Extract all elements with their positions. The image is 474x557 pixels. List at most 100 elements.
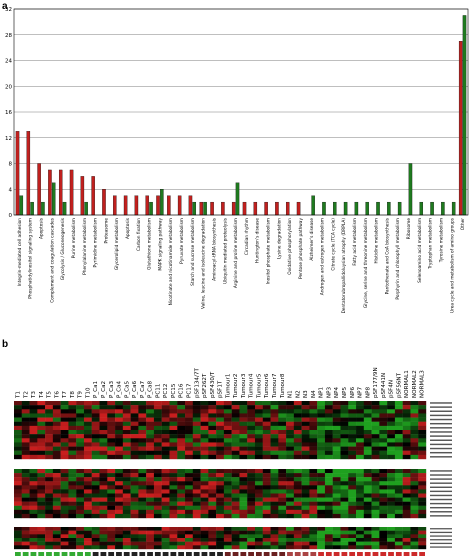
heatmap-cell: [99, 545, 108, 550]
heatmap-cell: [262, 438, 271, 443]
heatmap-cell: [363, 541, 372, 546]
heatmap-cell: [169, 545, 178, 550]
heatmap-cell: [216, 534, 225, 539]
heatmap-cell: [107, 417, 116, 422]
heatmap-cell: [177, 473, 186, 478]
heatmap-cell: [146, 489, 155, 494]
heatmap-cell: [122, 469, 131, 474]
heatmap-cell: [177, 425, 186, 431]
heatmap-cell: [138, 425, 147, 431]
heatmap-cell: [45, 413, 54, 418]
category-label: Glycine, serine and threonine metabolism: [363, 218, 369, 308]
heatmap-cell: [99, 505, 108, 511]
heatmap-cell: [107, 454, 116, 460]
heatmap-cell: [161, 485, 170, 490]
heatmap-cell: [348, 505, 357, 511]
heatmap-cell: [340, 527, 349, 531]
heatmap-cell: [309, 417, 318, 422]
heatmap-cell: [262, 481, 271, 486]
heatmap-cell: [356, 513, 365, 519]
heatmap-cell: [91, 489, 100, 494]
heatmap-cell: [107, 413, 116, 418]
heatmap-cell: [14, 405, 22, 410]
heatmap-cell: [317, 417, 326, 422]
heatmap-cell: [418, 530, 427, 535]
bar-red: [221, 201, 225, 216]
sample-class-marker: [364, 552, 371, 556]
heatmap-cell: [270, 477, 279, 482]
heatmap-cell: [60, 446, 69, 451]
heatmap-cell: [278, 425, 287, 431]
heatmap-cell: [177, 497, 186, 502]
heatmap-cell: [68, 538, 77, 542]
heatmap-cell: [60, 534, 69, 539]
heatmap-cell: [45, 501, 54, 506]
heatmap-cell: [60, 469, 69, 474]
sample-class-marker: [154, 552, 161, 556]
heatmap-cell: [270, 497, 279, 502]
heatmap-cell: [239, 513, 248, 519]
row-label-mark: [430, 439, 452, 441]
heatmap-cell: [60, 489, 69, 494]
row-label-mark: [430, 431, 452, 433]
column-label: P_Ca3: [109, 380, 115, 398]
row-label-mark: [430, 406, 452, 408]
heatmap-cell: [387, 545, 396, 550]
heatmap-cell: [122, 409, 131, 414]
heatmap-cell: [379, 442, 388, 447]
heatmap-cell: [146, 477, 155, 482]
heatmap-cell: [278, 434, 287, 439]
heatmap-cell: [91, 430, 100, 435]
heatmap-cell: [410, 450, 419, 456]
heatmap-cell: [301, 413, 310, 418]
heatmap-cell: [317, 481, 326, 486]
heatmap-cell: [153, 527, 162, 531]
sample-class-marker: [341, 552, 348, 556]
heatmap-cell: [153, 513, 162, 519]
heatmap-cell: [99, 485, 108, 490]
heatmap-cell: [231, 425, 240, 431]
heatmap-cell: [115, 541, 124, 546]
heatmap-cell: [122, 509, 131, 515]
heatmap-cell: [418, 485, 427, 490]
heatmap-cell: [192, 530, 201, 535]
heatmap-cell: [60, 421, 69, 427]
sample-class-marker: [116, 552, 122, 556]
heatmap-cell: [161, 481, 170, 486]
heatmap-cell: [91, 545, 100, 550]
heatmap-cell: [146, 417, 155, 422]
heatmap-cell: [410, 454, 419, 460]
bar-green: [203, 201, 207, 216]
heatmap-cell: [317, 405, 326, 410]
category-label: Other: [460, 218, 466, 230]
heatmap-cell: [216, 430, 225, 435]
heatmap-cell: [286, 538, 295, 542]
heatmap-cell: [317, 425, 326, 431]
heatmap-cell: [21, 534, 30, 539]
heatmap-cell: [208, 530, 217, 535]
heatmap-cell: [286, 409, 295, 414]
heatmap-cell: [107, 438, 116, 443]
heatmap-cell: [138, 489, 147, 494]
heatmap-cell: [177, 442, 186, 447]
heatmap-cell: [37, 434, 46, 439]
heatmap-cell: [340, 501, 349, 506]
heatmap-cell: [99, 509, 108, 515]
heatmap-cell: [169, 473, 178, 478]
heatmap-cell: [402, 481, 411, 486]
heatmap-cell: [115, 497, 124, 502]
heatmap-cell: [200, 501, 209, 506]
heatmap-cell: [115, 421, 124, 427]
heatmap-cell: [52, 505, 61, 511]
heatmap-cell: [45, 405, 54, 410]
heatmap-cell: [91, 401, 100, 406]
heatmap-cell: [115, 417, 124, 422]
heatmap-cell: [356, 527, 365, 531]
category-label: Carbon fixation: [136, 218, 142, 251]
heatmap-cell: [239, 509, 248, 515]
heatmap-cell: [348, 430, 357, 435]
heatmap-cell: [363, 513, 372, 519]
heatmap-cell: [371, 497, 380, 502]
heatmap-cell: [317, 493, 326, 498]
bar-green: [333, 201, 337, 216]
